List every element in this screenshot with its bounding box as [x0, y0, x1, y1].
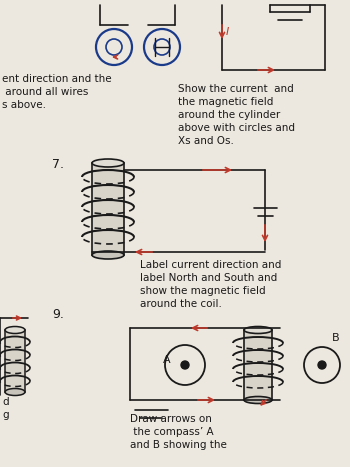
Text: 7.: 7.: [52, 158, 64, 171]
Circle shape: [318, 361, 326, 369]
Text: the magnetic field: the magnetic field: [178, 97, 273, 107]
Text: show the magnetic field: show the magnetic field: [140, 286, 266, 296]
Text: A: A: [163, 355, 171, 365]
Text: around all wires: around all wires: [2, 87, 88, 97]
Text: 9.: 9.: [52, 308, 64, 321]
Text: label North and South and: label North and South and: [140, 273, 277, 283]
Bar: [244, 330, 272, 400]
Text: Label current direction and: Label current direction and: [140, 260, 281, 270]
Text: g: g: [2, 410, 9, 420]
Ellipse shape: [5, 326, 25, 333]
Ellipse shape: [244, 326, 272, 333]
Text: around the cylinder: around the cylinder: [178, 110, 280, 120]
Text: d: d: [2, 397, 9, 407]
Ellipse shape: [92, 159, 124, 167]
Text: around the coil.: around the coil.: [140, 299, 222, 309]
Bar: [5, 330, 25, 392]
Text: B: B: [332, 333, 340, 343]
Text: ent direction and the: ent direction and the: [2, 74, 112, 84]
Text: and B showing the: and B showing the: [130, 440, 227, 450]
Ellipse shape: [92, 251, 124, 259]
Ellipse shape: [244, 396, 272, 403]
FancyBboxPatch shape: [92, 163, 124, 255]
Circle shape: [181, 361, 189, 369]
Ellipse shape: [5, 389, 25, 396]
Text: the compass’ A: the compass’ A: [130, 427, 214, 437]
Text: Show the current  and: Show the current and: [178, 84, 294, 94]
Text: I: I: [226, 27, 229, 37]
Text: Draw arrows on: Draw arrows on: [130, 414, 212, 424]
Text: Xs and Os.: Xs and Os.: [178, 136, 234, 146]
Text: s above.: s above.: [2, 100, 46, 110]
Text: above with circles and: above with circles and: [178, 123, 295, 133]
